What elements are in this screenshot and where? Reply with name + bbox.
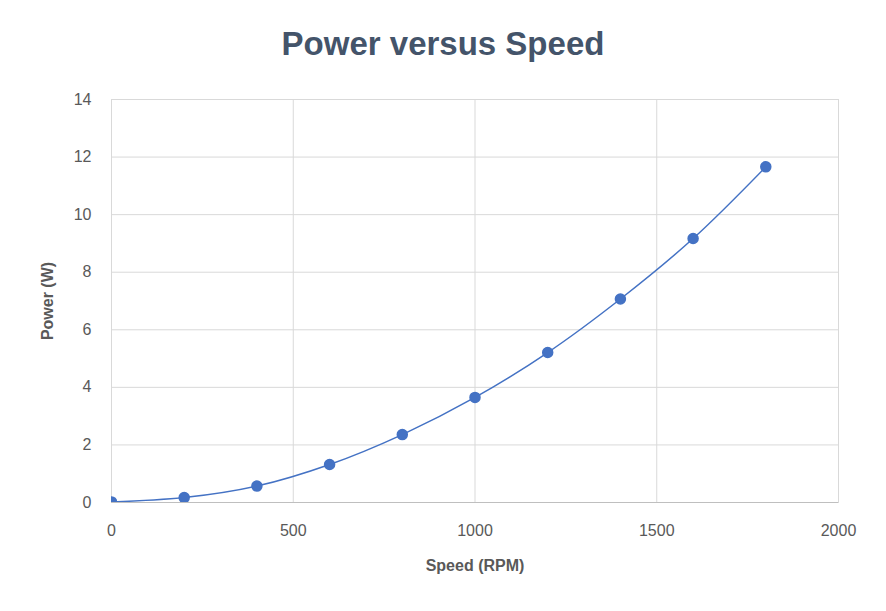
svg-text:0: 0 bbox=[83, 494, 92, 511]
svg-text:10: 10 bbox=[74, 206, 92, 223]
svg-text:6: 6 bbox=[83, 321, 92, 338]
svg-text:12: 12 bbox=[74, 148, 92, 165]
svg-text:Power (W): Power (W) bbox=[39, 262, 56, 340]
svg-text:1000: 1000 bbox=[457, 522, 493, 539]
html-text:Power versus Speed: Power versus Speed bbox=[281, 25, 605, 62]
svg-text:Speed (RPM): Speed (RPM) bbox=[426, 557, 525, 574]
svg-text:4: 4 bbox=[83, 378, 92, 395]
svg-text:8: 8 bbox=[83, 263, 92, 280]
svg-text:0: 0 bbox=[107, 522, 116, 539]
svg-text:2000: 2000 bbox=[821, 522, 857, 539]
svg-text:500: 500 bbox=[280, 522, 307, 539]
svg-text:14: 14 bbox=[74, 91, 92, 108]
svg-text:1500: 1500 bbox=[639, 522, 675, 539]
svg-text:2: 2 bbox=[83, 436, 92, 453]
